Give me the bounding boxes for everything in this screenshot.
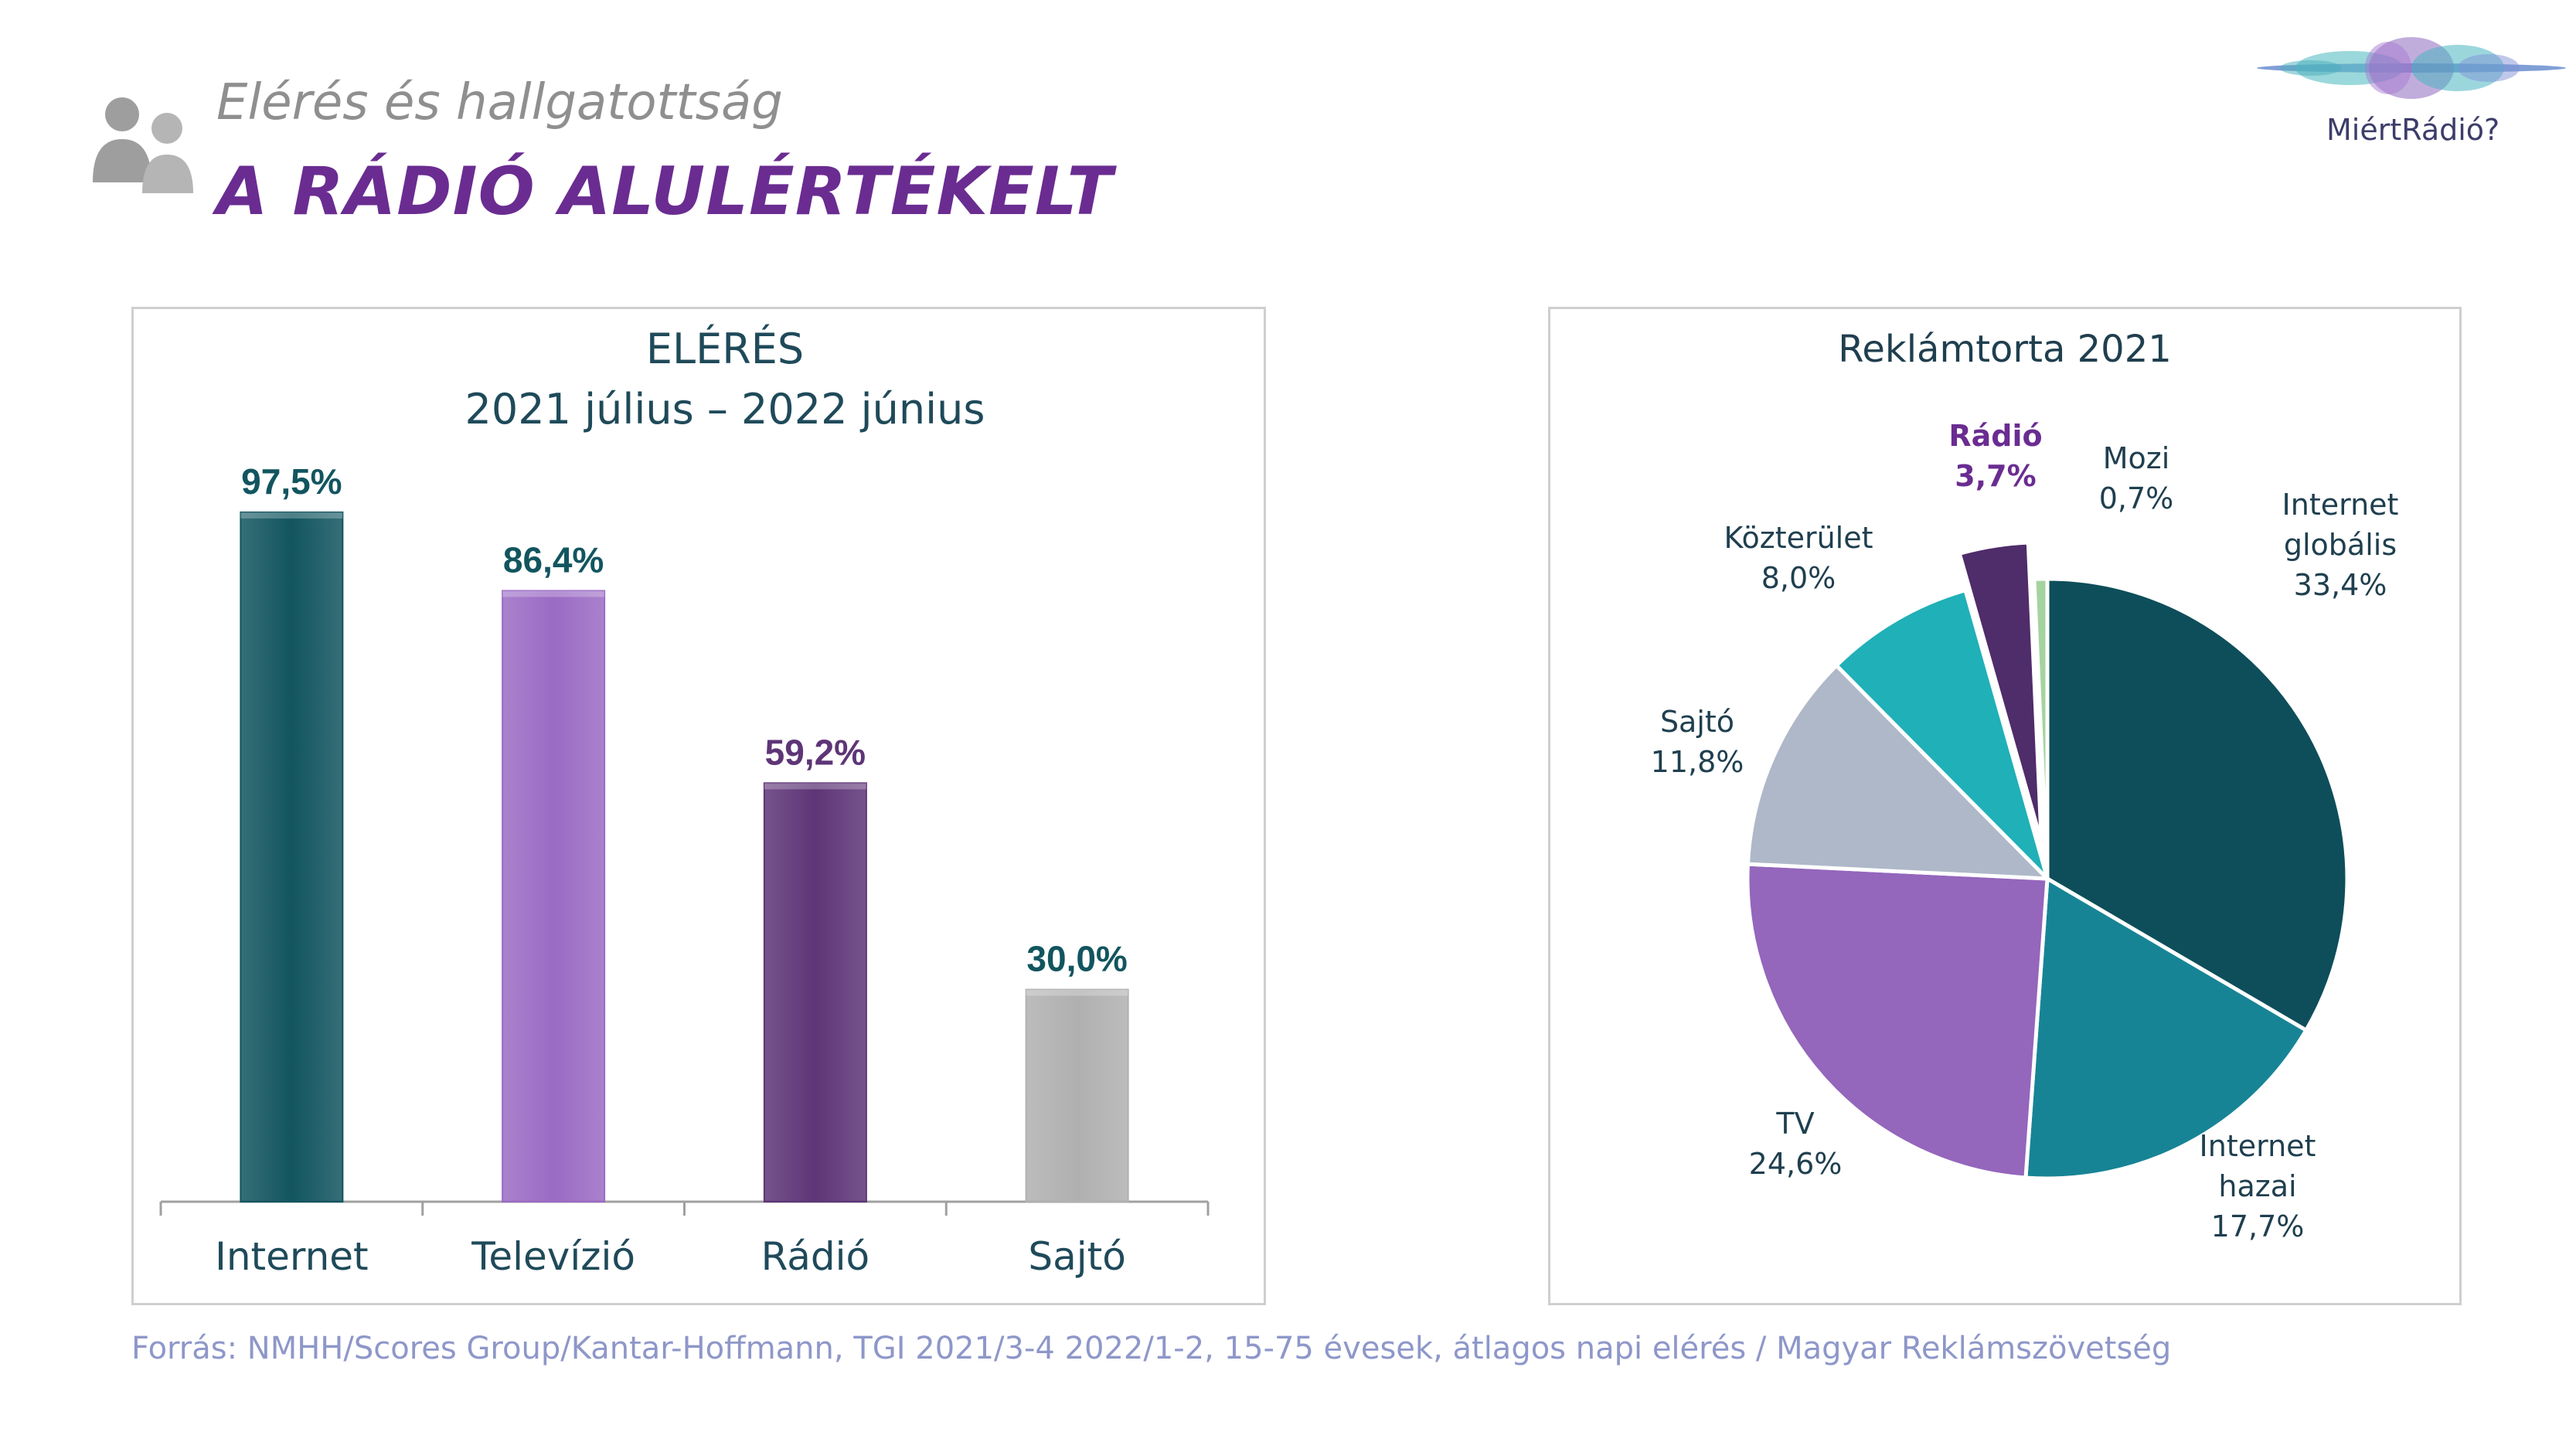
bar-value-label-radio: 59,2% — [765, 732, 866, 772]
pie-label-radio: Rádió 3,7% — [1948, 419, 2042, 493]
bar-chart-title: ELÉRÉS — [646, 325, 804, 373]
bar-value-label-sajto: 30,0% — [1026, 939, 1127, 979]
source-note: Forrás: NMHH/Scores Group/Kantar-Hoffman… — [131, 1331, 2172, 1366]
pie-slice-tv — [1745, 862, 2050, 1180]
x-tick-label-televizio: Televízió — [471, 1234, 635, 1279]
reach-bar-chart-panel: ELÉRÉS 2021 július – 2022 június 97,5% In… — [131, 307, 1266, 1305]
users-icon — [93, 97, 193, 193]
reach-bar-chart: ELÉRÉS 2021 július – 2022 június 97,5% In… — [159, 325, 1210, 1279]
pie-chart-title: Reklámtorta 2021 — [1838, 328, 2172, 371]
bar-chart-subtitle: 2021 július – 2022 június — [465, 385, 985, 434]
pie-label-kozterulet: Közterület 8,0% — [1724, 521, 1873, 595]
x-tick-label-sajto: Sajtó — [1028, 1234, 1125, 1279]
bar-highlight-televizio — [502, 590, 605, 597]
pie-label-internet-hazai: Internet hazai 17,7% — [2200, 1129, 2316, 1243]
bar-value-label-internet: 97,5% — [241, 461, 342, 502]
pie-label-sajto: Sajtó 11,8% — [1651, 705, 1744, 779]
bar-sajto — [1025, 988, 1129, 1202]
bar-value-label-televizio: 86,4% — [503, 539, 604, 580]
bar-radio — [763, 782, 867, 1202]
pie-slice-radio — [1957, 540, 2043, 843]
bar-highlight-radio — [764, 783, 866, 790]
ad-spend-pie-chart: Reklámtorta 2021 Internet globális 33,4% In… — [1651, 328, 2399, 1243]
x-tick-label-radio: Rádió — [761, 1234, 870, 1279]
pie-label-tv: TV 24,6% — [1749, 1107, 1843, 1181]
pie-label-mozi: Mozi 0,7% — [2099, 441, 2174, 515]
pie-label-internet-globalis: Internet globális 33,4% — [2282, 488, 2399, 602]
page-title: A RÁDIÓ ALULÉRTÉKELT — [216, 153, 1114, 230]
ad-spend-pie-chart-panel: Reklámtorta 2021 Internet globális 33,4% In… — [1548, 307, 2462, 1305]
bar-highlight-sajto — [1026, 989, 1128, 996]
pie-slice-internet-hazai — [2023, 875, 2309, 1181]
pie-slice-mozi — [2032, 577, 2050, 879]
bar-highlight-internet — [240, 512, 343, 519]
x-tick-label-internet: Internet — [215, 1234, 369, 1279]
pie-slice-sajto — [1745, 662, 2053, 881]
logo-text: MiértRádió? — [2326, 113, 2500, 147]
pie-slice-kozterulet — [1833, 587, 2050, 880]
bar-internet — [240, 511, 344, 1202]
page-subtitle: Elérés és hallgatottság — [216, 74, 783, 131]
pie-slice-internet-globalis — [2045, 577, 2350, 1033]
sound-wave-logo — [2257, 37, 2566, 99]
bar-televizio — [502, 590, 606, 1202]
